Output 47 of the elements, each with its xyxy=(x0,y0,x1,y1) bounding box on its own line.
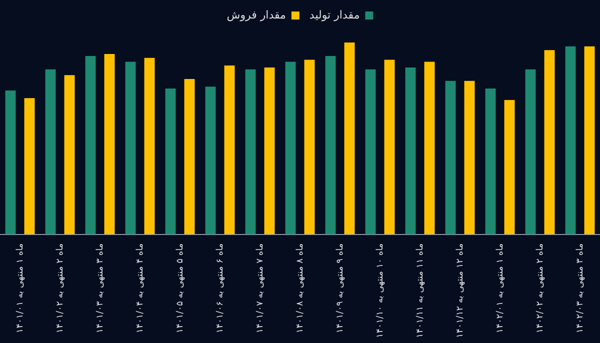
bar xyxy=(485,88,496,234)
x-tick-label: ماه ۱۱ منتهی به ۱۴۰۱/۱۱ xyxy=(415,243,426,338)
bar xyxy=(144,58,155,234)
x-tick-label: ماه ۹ منتهی به ۱۴۰۱/۰۹ xyxy=(335,243,346,334)
bar xyxy=(205,86,216,234)
bar xyxy=(85,56,96,234)
bar xyxy=(544,50,555,234)
x-tick-label: ماه ۸ منتهی به ۱۴۰۱/۰۸ xyxy=(295,243,306,334)
bar xyxy=(525,69,536,234)
bar xyxy=(365,69,376,234)
bar xyxy=(184,78,195,234)
x-tick-label: ماه ۵ منتهی به ۱۴۰۱/۰۵ xyxy=(175,243,186,334)
bar xyxy=(24,98,35,234)
legend-label: مقدار فروش xyxy=(226,8,286,22)
bar xyxy=(165,88,176,234)
bar xyxy=(264,67,275,234)
bar xyxy=(104,54,115,234)
x-tick-label: ماه ۳ منتهی به ۱۴۰۲/۰۳ xyxy=(575,243,586,334)
legend-label: مقدار تولید xyxy=(309,8,360,22)
bar xyxy=(325,56,336,234)
bar xyxy=(464,80,475,234)
x-tick-label: ماه ۴ منتهی به ۱۴۰۱/۰۴ xyxy=(135,243,146,334)
bar xyxy=(424,62,435,234)
bar xyxy=(285,62,296,234)
bar xyxy=(45,69,56,234)
x-tick-label: ماه ۱ منتهی به ۱۴۰۱/۰۱ xyxy=(15,243,26,334)
bar xyxy=(504,100,515,234)
x-tick-label: ماه ۳ منتهی به ۱۴۰۱/۰۳ xyxy=(95,243,106,334)
x-tick-label: ماه ۱۰ منتهی به ۱۴۰۱/۱۰ xyxy=(375,243,386,338)
x-tick-label: ماه ۶ منتهی به ۱۴۰۱/۰۶ xyxy=(215,243,226,334)
bar xyxy=(565,46,576,234)
bar xyxy=(344,42,355,234)
bar xyxy=(445,80,456,234)
x-tick-label: ماه ۲ منتهی به ۱۴۰۲/۰۲ xyxy=(535,243,546,334)
bar xyxy=(245,69,256,234)
bar xyxy=(64,75,75,234)
bar xyxy=(5,90,16,234)
bar xyxy=(384,60,395,234)
bar xyxy=(304,60,315,234)
bar xyxy=(125,62,136,234)
bar xyxy=(584,46,595,234)
x-tick-label: ماه ۱۲ منتهی به ۱۴۰۱/۱۲ xyxy=(455,243,466,338)
x-tick-label: ماه ۱ منتهی به ۱۴۰۲/۰۱ xyxy=(495,243,506,334)
x-tick-label: ماه ۲ منتهی به ۱۴۰۱/۰۲ xyxy=(55,243,66,334)
bar xyxy=(405,67,416,234)
bar xyxy=(224,66,235,234)
x-tick-label: ماه ۷ منتهی به ۱۴۰۱/۰۷ xyxy=(255,243,266,334)
